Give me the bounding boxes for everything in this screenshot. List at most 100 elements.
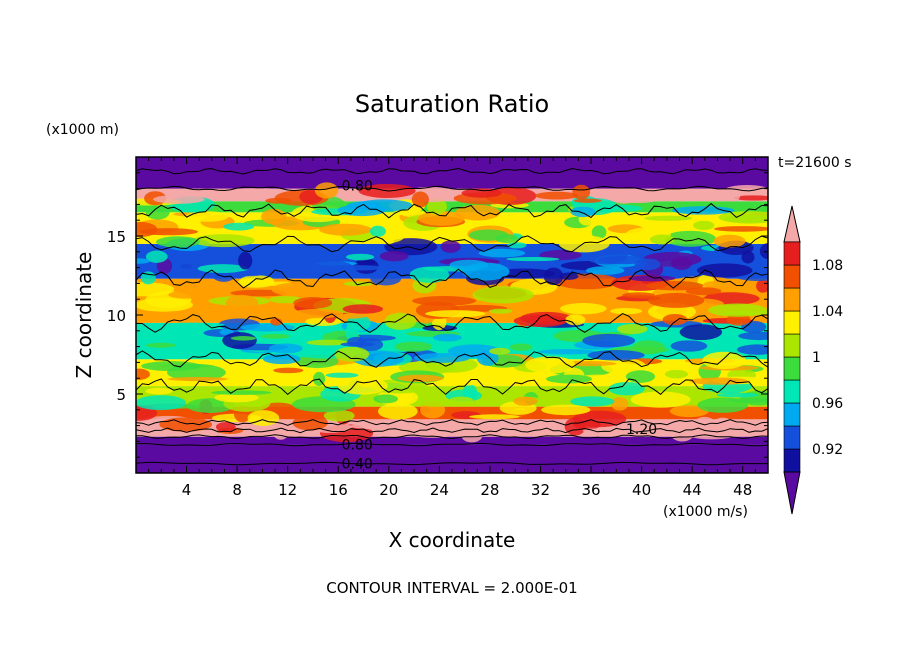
field-patch [325,372,359,378]
field-patch [716,392,759,398]
field-patch [156,236,200,248]
field-patch [610,307,643,315]
field-patch [610,397,629,411]
field-patch [162,322,225,328]
value-band [136,157,768,189]
x-tick-label: 24 [430,481,449,499]
field-patch [268,343,303,354]
field-patch [461,188,502,198]
value-band [136,444,768,473]
field-patch [334,346,370,362]
field-patch [397,374,444,382]
field-patch [145,204,170,220]
field-patch [591,225,607,240]
field-patch [628,275,676,282]
field-patch [468,229,509,241]
field-patch [513,314,568,328]
field-patch [724,188,741,202]
field-patch [345,253,375,261]
field-patch [472,286,534,304]
y-tick-label: 5 [116,386,126,404]
field-patch [649,234,675,245]
heatmap-field: 0.80 1.20 0.80 0.40 [136,157,768,473]
contour-line [136,427,768,434]
field-patch [506,257,560,262]
x-tick-label: 36 [581,481,600,499]
field-patch [625,370,656,383]
field-patch [167,376,228,382]
field-patch [145,387,173,395]
field-patch [306,339,349,346]
field-patch [347,336,366,347]
colorbar-label: 1 [812,350,821,366]
field-patch [598,204,643,212]
field-patch [582,333,636,348]
field-patch [225,294,259,311]
field-patch [260,333,291,339]
x-tick-label: 20 [379,481,398,499]
field-patch [272,425,289,440]
field-patch [573,198,602,203]
colorbar-label: 1.04 [812,304,843,320]
field-patch [546,374,593,384]
colorbar-label: 0.96 [812,396,843,412]
field-patch [696,263,753,278]
field-patch [153,194,205,204]
field-patch [136,395,187,411]
field-patch [136,298,193,312]
field-patch [192,234,255,248]
field-patch [622,292,655,299]
x-tick-label: 8 [232,481,242,499]
field-patch [409,266,450,283]
field-patch [319,223,372,236]
field-patch [292,415,328,431]
colorbar-swatch [783,333,801,358]
field-patch [587,350,645,361]
field-patch [647,293,705,308]
field-patch [145,250,168,263]
colorbar: 0.92 0.96 1 1.04 1.08 [783,205,843,515]
field-patch [233,270,264,277]
y-tick-label: 10 [107,307,126,325]
field-patch [609,190,638,204]
field-patch [211,390,272,395]
contour-line [136,185,768,192]
field-patch [449,396,474,405]
contour-line [136,235,768,253]
field-patch [728,397,768,403]
field-patch [585,266,625,275]
field-patch [323,409,355,422]
field-patch [356,258,376,266]
field-patch [447,344,502,358]
field-patch [738,331,768,341]
field-patch [342,304,384,314]
field-patch [702,280,733,290]
field-patch [570,396,615,407]
field-patch [515,213,565,226]
y-unit-label: (x1000 m) [46,122,119,138]
colorbar-swatch [783,356,801,381]
field-patch [425,310,486,318]
field-patch [507,242,527,249]
field-patch [559,303,607,315]
field-patch [708,303,768,317]
contour-label: 0.80 [342,438,373,454]
field-patch [411,191,429,208]
field-patch [597,255,648,265]
colorbar-max-arrow [783,205,801,243]
field-patch [326,265,384,271]
field-patch [238,251,253,270]
contour-line [136,378,768,396]
field-patch [741,320,767,333]
colorbar-swatch [783,241,801,266]
field-patch [239,275,275,287]
field-patch [453,369,482,386]
field-patch [271,282,322,297]
field-patch [570,206,596,218]
field-patch [337,377,388,395]
field-patch [718,210,768,224]
field-patch [759,243,768,259]
field-patch [664,230,716,247]
field-patch [713,234,746,248]
x-tick-label: 32 [531,481,550,499]
